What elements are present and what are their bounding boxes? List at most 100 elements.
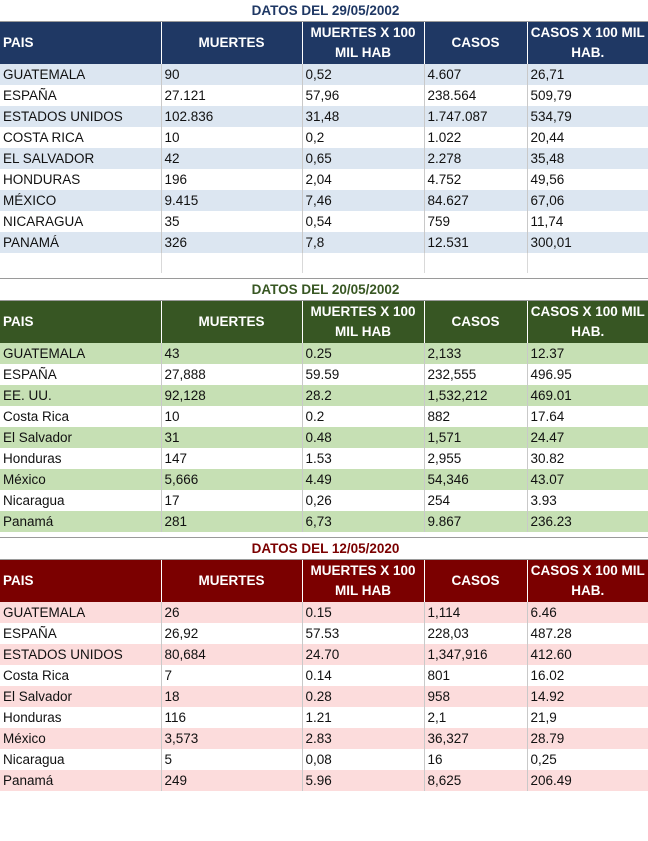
cell-pais[interactable]: ESPAÑA — [0, 623, 162, 644]
cell-muertes-x100[interactable]: 59.59 — [302, 364, 425, 385]
cell-pais[interactable]: ESPAÑA — [0, 364, 162, 385]
cell-casos[interactable]: 2,1 — [424, 707, 528, 728]
cell-casos-x100[interactable]: 3.93 — [527, 490, 648, 511]
cell-casos-x100[interactable]: 21,9 — [527, 707, 648, 728]
cell-pais[interactable]: Nicaragua — [0, 490, 162, 511]
cell-muertes[interactable]: 18 — [161, 686, 303, 707]
cell-pais[interactable]: MÉXICO — [0, 190, 162, 211]
cell-muertes[interactable]: 196 — [161, 169, 303, 190]
empty-cell[interactable] — [527, 253, 648, 273]
cell-muertes[interactable]: 10 — [161, 406, 303, 427]
cell-casos-x100[interactable]: 35,48 — [527, 148, 648, 169]
cell-muertes-x100[interactable]: 2,04 — [302, 169, 425, 190]
cell-muertes[interactable]: 116 — [161, 707, 303, 728]
cell-muertes[interactable]: 35 — [161, 211, 303, 232]
cell-casos-x100[interactable]: 6.46 — [527, 602, 648, 623]
cell-casos[interactable]: 84.627 — [424, 190, 528, 211]
cell-casos-x100[interactable]: 487.28 — [527, 623, 648, 644]
cell-pais[interactable]: Panamá — [0, 770, 162, 791]
cell-pais[interactable]: ESTADOS UNIDOS — [0, 106, 162, 127]
cell-casos-x100[interactable]: 17.64 — [527, 406, 648, 427]
cell-muertes-x100[interactable]: 5.96 — [302, 770, 425, 791]
cell-muertes-x100[interactable]: 0.25 — [302, 343, 425, 364]
cell-muertes[interactable]: 26,92 — [161, 623, 303, 644]
cell-pais[interactable]: Honduras — [0, 707, 162, 728]
cell-casos-x100[interactable]: 26,71 — [527, 64, 648, 85]
cell-casos-x100[interactable]: 509,79 — [527, 85, 648, 106]
cell-muertes-x100[interactable]: 0,54 — [302, 211, 425, 232]
cell-casos[interactable]: 16 — [424, 749, 528, 770]
cell-pais[interactable]: Costa Rica — [0, 406, 162, 427]
cell-muertes-x100[interactable]: 0,65 — [302, 148, 425, 169]
cell-casos[interactable]: 9.867 — [424, 511, 528, 532]
cell-muertes-x100[interactable]: 0.15 — [302, 602, 425, 623]
cell-muertes-x100[interactable]: 0.28 — [302, 686, 425, 707]
cell-casos[interactable]: 1.022 — [424, 127, 528, 148]
cell-casos-x100[interactable]: 67,06 — [527, 190, 648, 211]
cell-casos[interactable]: 1,347,916 — [424, 644, 528, 665]
cell-casos[interactable]: 2,133 — [424, 343, 528, 364]
cell-casos[interactable]: 1.747.087 — [424, 106, 528, 127]
cell-casos-x100[interactable]: 206.49 — [527, 770, 648, 791]
cell-muertes-x100[interactable]: 7,46 — [302, 190, 425, 211]
cell-muertes-x100[interactable]: 31,48 — [302, 106, 425, 127]
cell-casos[interactable]: 2.278 — [424, 148, 528, 169]
cell-muertes[interactable]: 102.836 — [161, 106, 303, 127]
cell-casos-x100[interactable]: 300,01 — [527, 232, 648, 253]
cell-muertes[interactable]: 7 — [161, 665, 303, 686]
cell-muertes-x100[interactable]: 1.21 — [302, 707, 425, 728]
cell-muertes[interactable]: 3,573 — [161, 728, 303, 749]
cell-casos-x100[interactable]: 49,56 — [527, 169, 648, 190]
cell-muertes[interactable]: 90 — [161, 64, 303, 85]
empty-cell[interactable] — [424, 253, 528, 273]
cell-muertes[interactable]: 27.121 — [161, 85, 303, 106]
cell-casos[interactable]: 1,114 — [424, 602, 528, 623]
cell-pais[interactable]: El Salvador — [0, 686, 162, 707]
cell-pais[interactable]: El Salvador — [0, 427, 162, 448]
cell-casos[interactable]: 2,955 — [424, 448, 528, 469]
cell-pais[interactable]: GUATEMALA — [0, 343, 162, 364]
cell-muertes-x100[interactable]: 24.70 — [302, 644, 425, 665]
cell-pais[interactable]: Honduras — [0, 448, 162, 469]
cell-muertes[interactable]: 26 — [161, 602, 303, 623]
cell-pais[interactable]: COSTA RICA — [0, 127, 162, 148]
cell-casos-x100[interactable]: 534,79 — [527, 106, 648, 127]
cell-casos[interactable]: 1,532,212 — [424, 385, 528, 406]
cell-pais[interactable]: EL SALVADOR — [0, 148, 162, 169]
cell-muertes[interactable]: 31 — [161, 427, 303, 448]
cell-pais[interactable]: GUATEMALA — [0, 602, 162, 623]
cell-muertes[interactable]: 10 — [161, 127, 303, 148]
cell-muertes[interactable]: 5 — [161, 749, 303, 770]
empty-cell[interactable] — [161, 253, 303, 273]
cell-pais[interactable]: ESPAÑA — [0, 85, 162, 106]
cell-pais[interactable]: Costa Rica — [0, 665, 162, 686]
cell-casos-x100[interactable]: 496.95 — [527, 364, 648, 385]
cell-muertes-x100[interactable]: 28.2 — [302, 385, 425, 406]
cell-casos-x100[interactable]: 20,44 — [527, 127, 648, 148]
cell-muertes[interactable]: 17 — [161, 490, 303, 511]
cell-casos[interactable]: 232,555 — [424, 364, 528, 385]
cell-casos[interactable]: 1,571 — [424, 427, 528, 448]
cell-muertes[interactable]: 92,128 — [161, 385, 303, 406]
cell-casos-x100[interactable]: 16.02 — [527, 665, 648, 686]
cell-muertes-x100[interactable]: 0,52 — [302, 64, 425, 85]
cell-casos-x100[interactable]: 236.23 — [527, 511, 648, 532]
cell-casos[interactable]: 882 — [424, 406, 528, 427]
cell-muertes-x100[interactable]: 4.49 — [302, 469, 425, 490]
empty-cell[interactable] — [0, 253, 162, 273]
cell-casos-x100[interactable]: 24.47 — [527, 427, 648, 448]
cell-muertes[interactable]: 326 — [161, 232, 303, 253]
cell-casos[interactable]: 54,346 — [424, 469, 528, 490]
cell-casos[interactable]: 254 — [424, 490, 528, 511]
cell-casos[interactable]: 228,03 — [424, 623, 528, 644]
cell-muertes[interactable]: 9.415 — [161, 190, 303, 211]
cell-pais[interactable]: PANAMÁ — [0, 232, 162, 253]
cell-casos-x100[interactable]: 28.79 — [527, 728, 648, 749]
cell-muertes-x100[interactable]: 7,8 — [302, 232, 425, 253]
cell-muertes-x100[interactable]: 0.2 — [302, 406, 425, 427]
cell-casos[interactable]: 8,625 — [424, 770, 528, 791]
cell-casos-x100[interactable]: 43.07 — [527, 469, 648, 490]
cell-casos[interactable]: 801 — [424, 665, 528, 686]
cell-pais[interactable]: NICARAGUA — [0, 211, 162, 232]
cell-muertes[interactable]: 42 — [161, 148, 303, 169]
